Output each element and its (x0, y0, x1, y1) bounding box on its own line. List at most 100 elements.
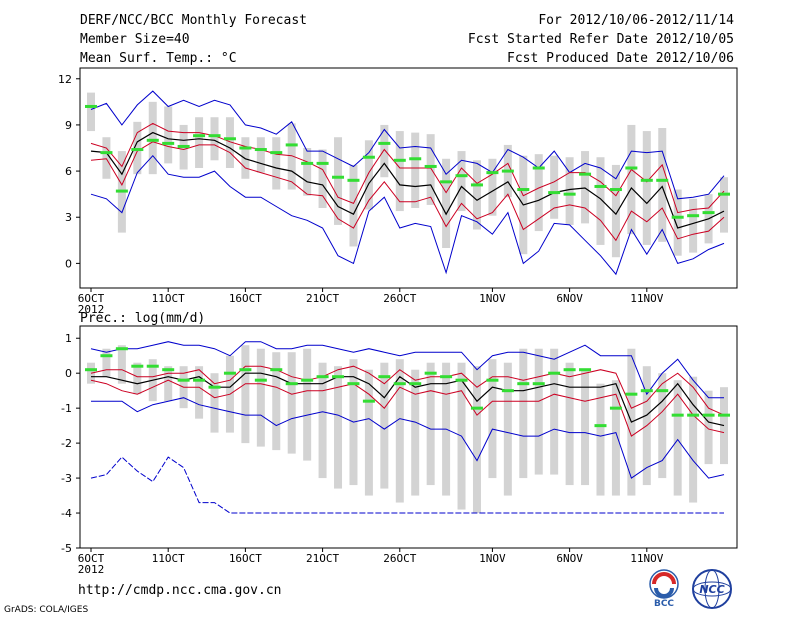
member-range-bar (565, 157, 574, 225)
median-mark (270, 368, 283, 372)
member-range-bar (581, 151, 590, 224)
member-range-bar (164, 366, 173, 402)
x-tick-label: 6NOV (556, 292, 583, 305)
source-url[interactable]: http://cmdp.ncc.cma.gov.cn (78, 583, 282, 598)
member-range-bar (673, 189, 682, 256)
member-range-bar (488, 359, 497, 479)
member-range-bar (380, 124, 389, 178)
member-range-bar (426, 134, 435, 205)
median-mark (486, 171, 499, 175)
x-tick-label: 11NOV (630, 292, 663, 305)
upper-spread-line (90, 122, 725, 214)
median-mark (146, 364, 159, 368)
median-mark (115, 347, 128, 351)
x-tick-label: 6OCT (78, 292, 105, 305)
member-range-bar (102, 137, 111, 179)
median-mark (131, 364, 144, 368)
median-mark (625, 392, 638, 396)
ncc-logo-text: NCC (699, 583, 724, 596)
median-mark (208, 385, 221, 389)
member-range-bar (241, 345, 250, 444)
median-mark (100, 354, 113, 358)
member-range-bar (411, 369, 420, 496)
chart-title: DERF/NCC/BCC Monthly Forecast (80, 13, 307, 28)
median-mark (455, 378, 468, 382)
median-mark (146, 138, 159, 142)
member-range-bar (627, 124, 636, 235)
x-tick-label: 1NOV (479, 552, 506, 565)
median-mark (563, 192, 576, 196)
median-mark (393, 158, 406, 162)
median-mark (362, 399, 375, 403)
x-tick-label: 11OCT (152, 552, 185, 565)
member-range-bar (534, 154, 543, 232)
y-tick-label: -5 (61, 542, 72, 555)
median-mark (239, 368, 252, 372)
median-mark (501, 389, 514, 393)
member-range-bar (195, 366, 204, 419)
median-mark (254, 378, 267, 382)
median-mark (223, 371, 236, 375)
median-mark (254, 148, 267, 152)
median-mark (455, 174, 468, 178)
member-range-bar (550, 155, 559, 219)
median-mark (718, 413, 730, 417)
median-mark (162, 368, 175, 372)
ncc-logo: NCC (692, 569, 732, 609)
member-range-bar (256, 348, 265, 447)
upper-spread-line (90, 365, 725, 416)
max-line (90, 90, 725, 200)
member-range-bar (596, 383, 605, 496)
x-tick-label: 1NOV (479, 292, 506, 305)
median-mark (687, 413, 700, 417)
plot-frame-0 (79, 67, 738, 289)
median-mark (115, 189, 128, 193)
median-mark (100, 151, 113, 155)
envelope-bottom-line (90, 456, 724, 514)
median-mark (239, 146, 252, 150)
y-tick-label: -4 (61, 507, 72, 520)
member-range-bar (689, 198, 698, 253)
median-mark (409, 382, 422, 386)
x-tick-label: 6NOV (556, 552, 583, 565)
lower-spread-line (90, 141, 725, 242)
member-range-bar (519, 348, 528, 479)
median-mark (470, 183, 483, 187)
member-range-bar (704, 390, 713, 465)
median-mark (671, 413, 684, 417)
member-range-bar (395, 131, 404, 212)
member-range-bar (534, 348, 543, 475)
forecast-started-date: Fcst Started Refer Date 2012/10/05 (467, 32, 734, 47)
member-range-bar (133, 362, 142, 395)
median-mark (440, 180, 453, 184)
member-range-bar (272, 352, 281, 451)
median-mark (702, 211, 715, 215)
median-mark (671, 215, 684, 219)
member-range-bar (380, 362, 389, 489)
min-line (90, 154, 725, 276)
y-tick-label: 0 (65, 257, 72, 270)
y-tick-label: -3 (61, 472, 72, 485)
x-tick-label: 6OCT (78, 552, 105, 565)
x-tick-label: 11NOV (630, 552, 663, 565)
member-range-bar (457, 151, 466, 212)
member-range-bar (395, 359, 404, 503)
median-mark (285, 143, 298, 147)
median-mark (223, 137, 236, 141)
median-mark (316, 161, 329, 165)
member-range-bar (442, 158, 451, 248)
member-range-bar (303, 148, 312, 196)
member-range-bar (488, 158, 497, 216)
median-mark (532, 382, 545, 386)
bcc-logo: BCC (649, 569, 679, 608)
y-tick-label: 3 (65, 211, 72, 224)
member-range-bar (334, 137, 343, 225)
x-tick-label: 16OCT (229, 552, 262, 565)
median-mark (579, 172, 592, 176)
median-mark (347, 382, 360, 386)
y-tick-label: 1 (65, 332, 72, 345)
member-range-bar (148, 101, 157, 175)
max-line (90, 341, 724, 399)
median-mark (486, 378, 499, 382)
member-range-bar (164, 106, 173, 164)
